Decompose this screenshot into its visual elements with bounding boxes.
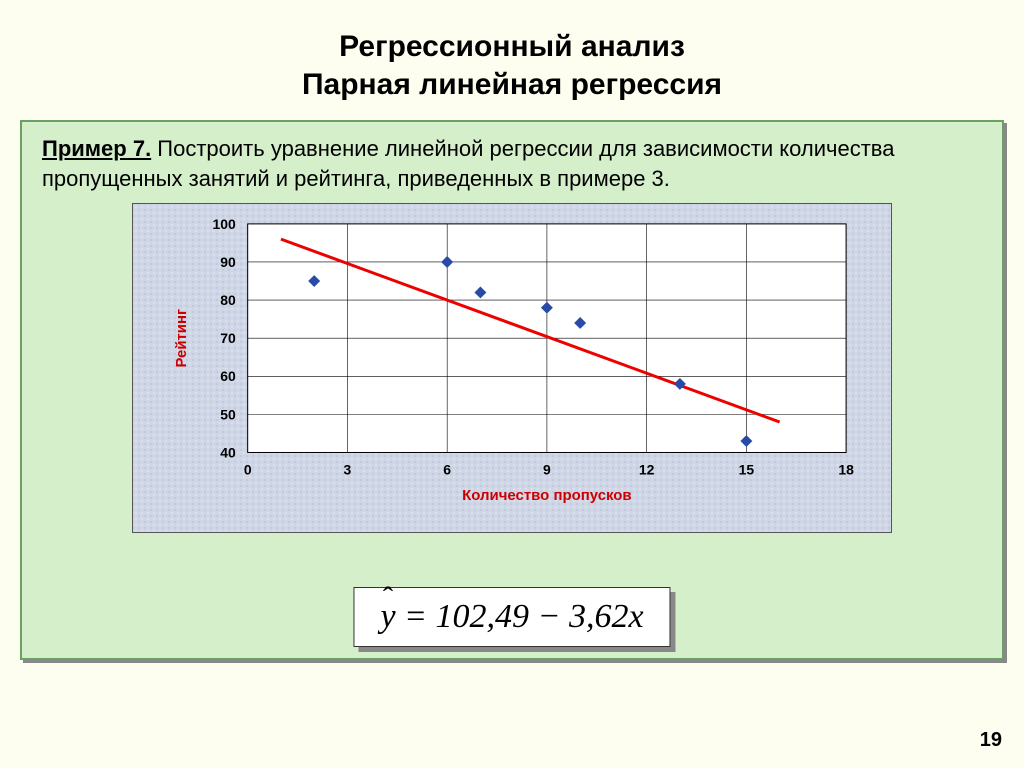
title-line-1: Регрессионный анализ bbox=[20, 28, 1004, 66]
equation-yhat: y bbox=[380, 598, 395, 636]
svg-text:Рейтинг: Рейтинг bbox=[173, 309, 190, 368]
slide: Регрессионный анализ Парная линейная рег… bbox=[0, 0, 1024, 768]
example-label: Пример 7. bbox=[42, 136, 151, 161]
equation-x: x bbox=[628, 598, 643, 635]
title-line-2: Парная линейная регрессия bbox=[20, 66, 1004, 104]
svg-text:15: 15 bbox=[739, 462, 755, 478]
svg-text:9: 9 bbox=[543, 462, 551, 478]
svg-text:70: 70 bbox=[220, 331, 236, 347]
example-text: Пример 7. Построить уравнение линейной р… bbox=[42, 134, 982, 193]
chart-frame: 0 3 6 9 12 15 18 40 50 60 70 80 90 100 Количество проп… bbox=[132, 203, 892, 533]
svg-text:0: 0 bbox=[244, 462, 252, 478]
content-panel: Пример 7. Построить уравнение линейной р… bbox=[20, 120, 1004, 660]
regression-chart: 0 3 6 9 12 15 18 40 50 60 70 80 90 100 Количество проп… bbox=[133, 204, 891, 532]
equation-body: = 102,49 − 3,62 bbox=[396, 598, 629, 635]
svg-text:50: 50 bbox=[220, 407, 236, 423]
svg-text:6: 6 bbox=[443, 462, 451, 478]
svg-text:18: 18 bbox=[838, 462, 854, 478]
svg-text:60: 60 bbox=[220, 369, 236, 385]
svg-text:80: 80 bbox=[220, 292, 236, 308]
svg-text:40: 40 bbox=[220, 445, 236, 461]
page-number: 19 bbox=[980, 729, 1002, 752]
equation-box: y = 102,49 − 3,62x bbox=[353, 587, 670, 647]
svg-text:3: 3 bbox=[344, 462, 352, 478]
title-block: Регрессионный анализ Парная линейная рег… bbox=[0, 0, 1024, 113]
example-body: Построить уравнение линейной регрессии д… bbox=[42, 136, 894, 191]
svg-text:100: 100 bbox=[212, 216, 236, 232]
svg-text:12: 12 bbox=[639, 462, 655, 478]
svg-text:Количество пропусков: Количество пропусков bbox=[462, 488, 631, 505]
svg-text:90: 90 bbox=[220, 254, 236, 270]
